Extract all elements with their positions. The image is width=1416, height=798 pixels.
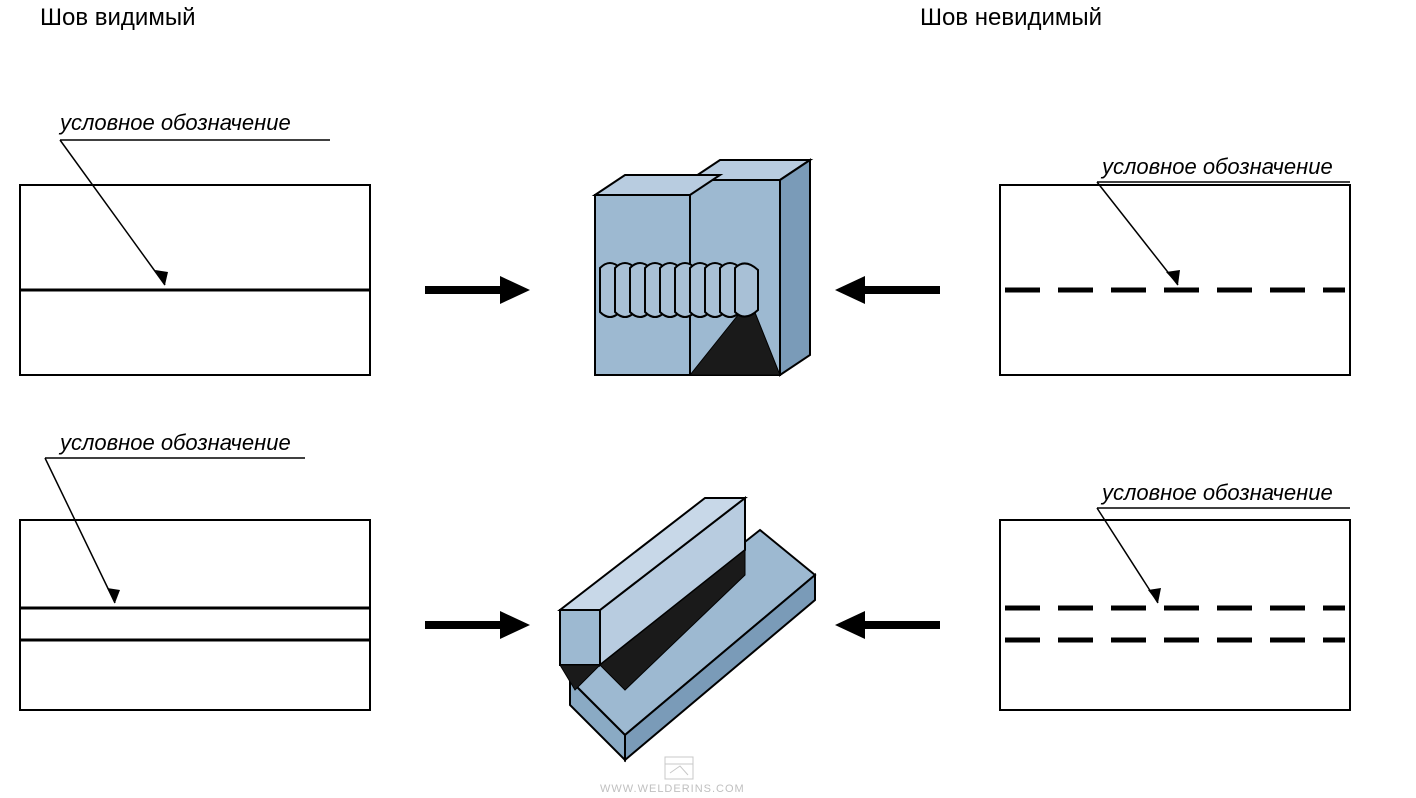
box-visible-tee xyxy=(20,458,370,710)
diagram-svg xyxy=(0,0,1416,798)
arrow-left-row1 xyxy=(425,276,530,304)
watermark-icon xyxy=(665,757,693,779)
arrow-left-row2 xyxy=(425,611,530,639)
box-visible-butt xyxy=(20,140,370,375)
box-invisible-butt xyxy=(1000,182,1350,375)
isometric-butt-weld xyxy=(595,160,810,375)
isometric-tee-weld xyxy=(560,498,815,760)
box-invisible-tee xyxy=(1000,508,1350,710)
arrow-right-row2 xyxy=(835,611,940,639)
arrow-right-row1 xyxy=(835,276,940,304)
